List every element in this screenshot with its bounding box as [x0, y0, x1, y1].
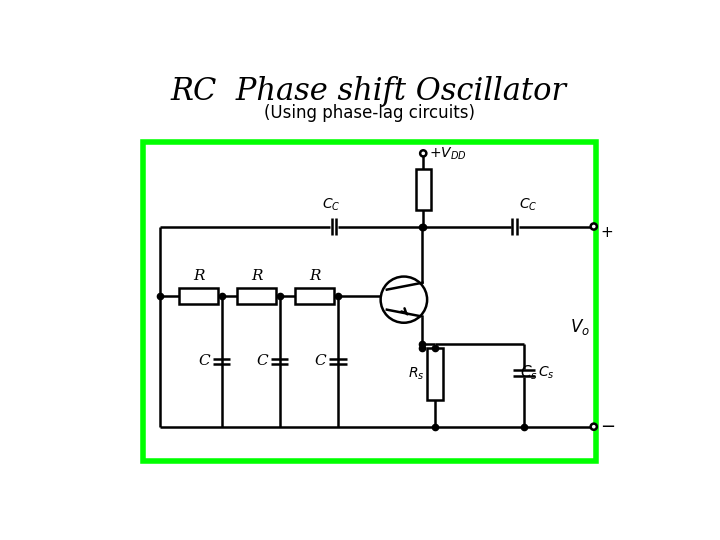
Text: $R_s$: $R_s$	[408, 366, 424, 382]
Circle shape	[420, 150, 426, 157]
Text: $C_s$: $C_s$	[538, 364, 554, 381]
Bar	[427, 348, 443, 400]
Bar	[238, 288, 276, 303]
Text: (Using phase-lag circuits): (Using phase-lag circuits)	[264, 104, 474, 122]
Circle shape	[590, 224, 597, 230]
Text: C: C	[199, 354, 210, 368]
Text: R: R	[309, 269, 320, 284]
Bar	[179, 288, 218, 303]
Text: $C_s$: $C_s$	[520, 363, 538, 382]
Circle shape	[381, 276, 427, 323]
Text: −: −	[600, 418, 615, 436]
Circle shape	[590, 423, 597, 430]
Text: C: C	[256, 354, 269, 368]
Text: $C_C$: $C_C$	[322, 196, 341, 213]
Bar	[295, 288, 334, 303]
Text: R: R	[251, 269, 262, 284]
Text: $+V_{DD}$: $+V_{DD}$	[428, 146, 467, 163]
Text: R: R	[193, 269, 204, 284]
Bar	[143, 142, 596, 461]
Text: $C_C$: $C_C$	[519, 196, 538, 213]
Text: C: C	[315, 354, 326, 368]
Text: RC  Phase shift Oscillator: RC Phase shift Oscillator	[171, 76, 567, 107]
Text: +: +	[600, 225, 613, 240]
Bar	[415, 168, 431, 210]
Text: $V_o$: $V_o$	[570, 316, 590, 336]
